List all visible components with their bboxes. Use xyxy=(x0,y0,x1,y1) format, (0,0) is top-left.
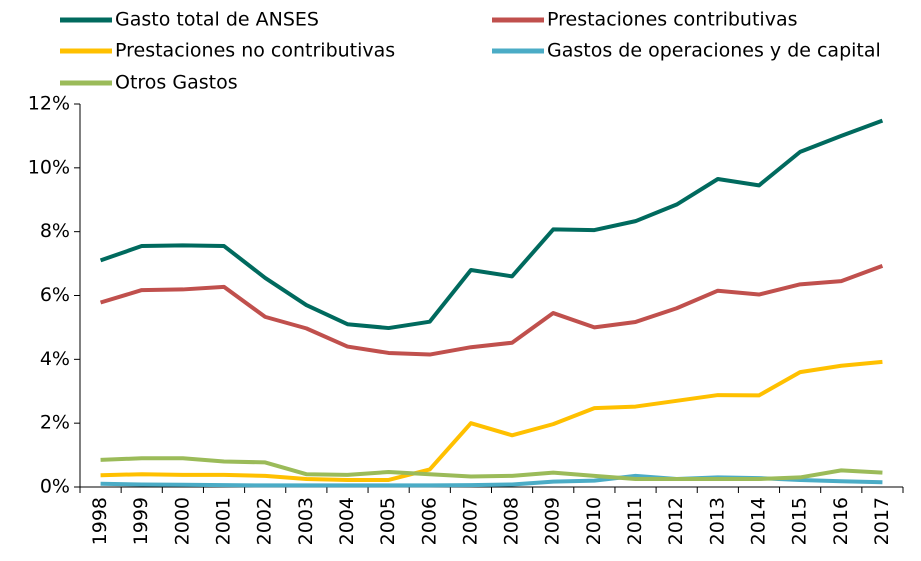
y-tick-label: 12% xyxy=(28,93,70,115)
x-tick-label: 2012 xyxy=(665,497,687,545)
x-tick-label: 2009 xyxy=(542,497,564,545)
y-tick-label: 0% xyxy=(40,476,70,498)
x-tick-label: 2008 xyxy=(501,497,523,545)
x-tick-label: 1999 xyxy=(130,497,152,545)
x-tick-label: 2001 xyxy=(213,497,235,545)
y-tick-label: 6% xyxy=(40,284,70,306)
legend-label: Prestaciones no contributivas xyxy=(115,40,395,62)
y-tick-label: 8% xyxy=(40,220,70,242)
series-line xyxy=(99,263,884,357)
x-tick-label: 2013 xyxy=(706,497,728,545)
legend-label: Otros Gastos xyxy=(115,72,238,94)
series-line xyxy=(100,359,883,482)
series-line xyxy=(100,456,883,482)
x-tick-label: 2003 xyxy=(295,497,317,545)
x-tick-label: 2016 xyxy=(830,497,852,545)
x-tick-label: 2007 xyxy=(459,497,481,545)
legend-label: Gasto total de ANSES xyxy=(115,9,319,31)
x-tick-label: 2006 xyxy=(418,497,440,545)
x-tick-label: 2015 xyxy=(789,497,811,545)
legend-label: Gastos de operaciones y de capital xyxy=(547,40,881,62)
series-line xyxy=(99,118,884,331)
x-tick-label: 2010 xyxy=(583,497,605,545)
x-tick-label: 2011 xyxy=(624,497,646,545)
x-tick-label: 2014 xyxy=(747,497,769,545)
x-tick-label: 2004 xyxy=(336,497,358,545)
x-tick-label: 2005 xyxy=(377,497,399,545)
x-tick-label: 2002 xyxy=(254,497,276,545)
y-tick-label: 10% xyxy=(28,156,70,178)
y-tick-label: 2% xyxy=(40,412,70,434)
legend-label: Prestaciones contributivas xyxy=(547,9,798,31)
x-tick-label: 2000 xyxy=(171,497,193,545)
x-tick-label: 1998 xyxy=(89,497,111,545)
y-tick-label: 4% xyxy=(40,348,70,370)
x-tick-label: 2017 xyxy=(871,497,893,545)
